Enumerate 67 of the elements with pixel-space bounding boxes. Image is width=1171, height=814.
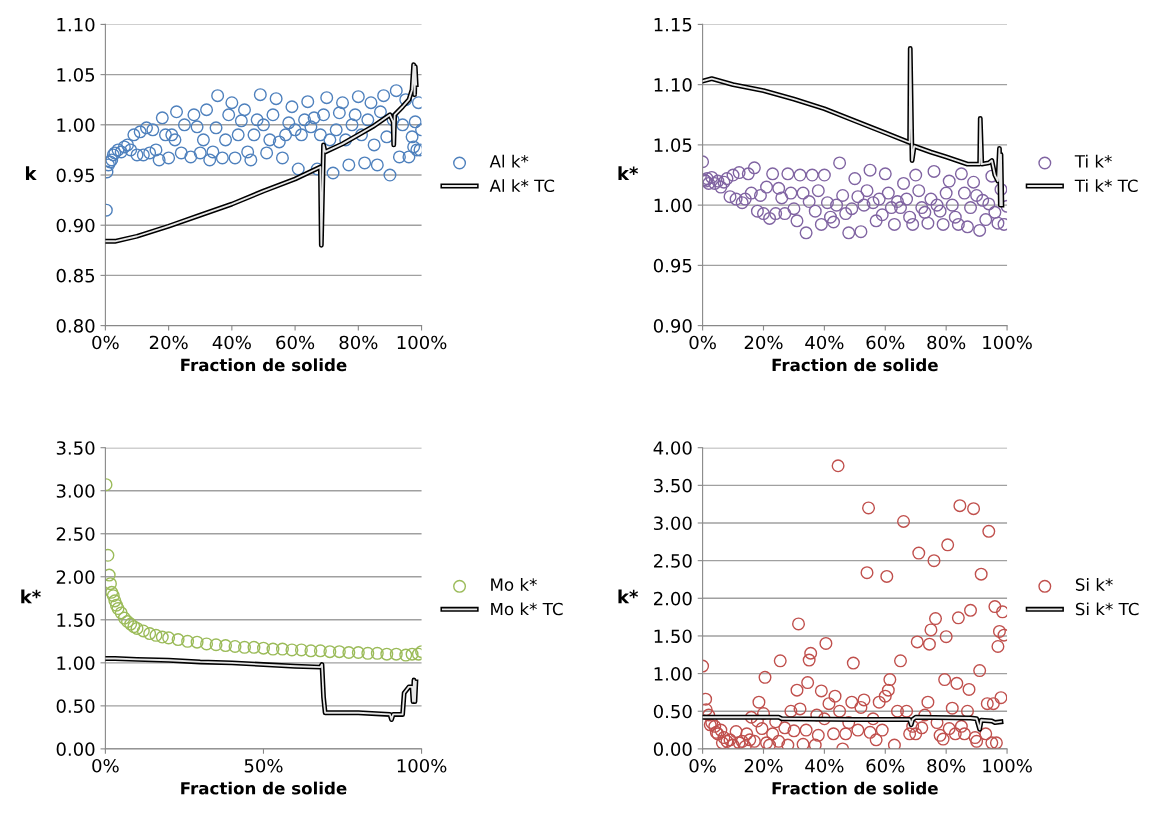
y-tick-label: 2.00	[56, 570, 95, 584]
legend-label: Mo k* TC	[491, 602, 563, 616]
x-tick-label: 40%	[805, 335, 844, 350]
legend-label: Mo k*	[491, 577, 537, 591]
legend-label: Si k*	[1075, 577, 1113, 591]
x-tick-label: 100%	[397, 335, 447, 350]
x-tick-label: 0%	[92, 758, 119, 773]
y-tick-label: 0.00	[56, 742, 95, 756]
y-tick-label: 1.00	[654, 198, 692, 213]
legend-label: Ti k*	[1074, 154, 1112, 168]
y-tick-label: 3.00	[654, 516, 692, 531]
y-axis-title: k*	[618, 166, 639, 180]
x-tick-label: 50%	[244, 758, 283, 773]
y-axis-title: k*	[618, 589, 639, 604]
x-tick-label: 40%	[805, 758, 844, 773]
y-tick-label: 3.00	[56, 484, 95, 498]
x-tick-label: 20%	[149, 335, 188, 350]
y-tick-label: 1.05	[57, 68, 95, 82]
x-axis-title: Fraction de solide	[772, 358, 938, 372]
y-tick-label: 0.80	[56, 319, 95, 333]
y-tick-label: 0.00	[653, 742, 692, 756]
y-tick-label: 3.50	[56, 441, 95, 455]
legend-label: Al k* TC	[489, 179, 555, 193]
x-tick-label: 60%	[866, 758, 905, 773]
x-axis-title: Fraction de solide	[772, 781, 938, 795]
x-tick-label: 100%	[983, 335, 1032, 350]
y-tick-label: 1.50	[57, 613, 95, 627]
y-tick-label: 0.95	[56, 168, 95, 183]
y-tick-label: 1.10	[57, 17, 95, 32]
x-tick-label: 80%	[339, 335, 378, 350]
y-tick-label: 1.00	[57, 656, 95, 670]
y-tick-label: 1.50	[654, 629, 692, 644]
y-tick-label: 1.00	[57, 118, 95, 132]
x-tick-label: 100%	[983, 758, 1032, 773]
legend-label: Al k*	[489, 154, 529, 168]
y-tick-label: 2.50	[654, 554, 692, 568]
x-axis-title: Fraction de solide	[181, 781, 347, 795]
x-tick-label: 40%	[212, 335, 251, 350]
y-axis-title: k*	[21, 589, 41, 604]
y-tick-label: 0.90	[56, 218, 95, 233]
y-tick-label: 1.00	[654, 667, 692, 681]
y-tick-label: 1.05	[654, 138, 692, 153]
y-tick-label: 3.50	[654, 478, 692, 493]
x-tick-label: 60%	[866, 335, 905, 350]
x-tick-label: 20%	[744, 758, 783, 773]
x-tick-label: 20%	[744, 335, 783, 350]
y-tick-label: 2.00	[654, 591, 692, 606]
legend-label: Ti k* TC	[1074, 179, 1138, 193]
x-tick-label: 0%	[689, 758, 716, 773]
x-tick-label: 0%	[92, 335, 119, 350]
x-tick-label: 0%	[689, 335, 716, 350]
y-tick-label: 2.50	[56, 527, 95, 541]
y-tick-label: 0.50	[653, 704, 692, 719]
y-tick-label: 0.90	[653, 319, 692, 333]
y-tick-label: 4.00	[653, 441, 692, 455]
legend-label: Si k* TC	[1075, 602, 1139, 616]
x-tick-label: 80%	[927, 758, 966, 773]
x-tick-label: 80%	[927, 335, 966, 350]
x-tick-label: 60%	[276, 335, 315, 350]
y-tick-label: 0.50	[56, 699, 95, 713]
y-tick-label: 0.95	[653, 258, 692, 273]
x-tick-label: 100%	[397, 758, 447, 773]
y-axis-title: k	[25, 166, 37, 180]
y-tick-label: 1.10	[654, 78, 692, 92]
y-tick-label: 1.15	[654, 18, 692, 32]
y-tick-label: 0.85	[56, 268, 95, 283]
x-axis-title: Fraction de solide	[181, 358, 347, 372]
